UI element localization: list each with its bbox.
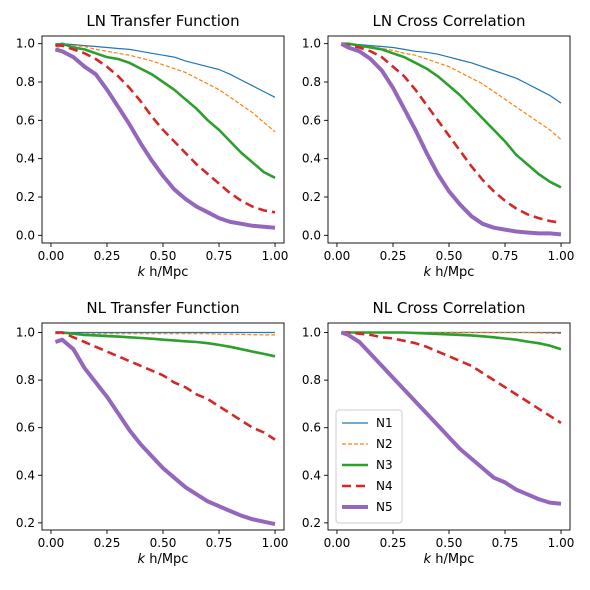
x-axis-label-unit: h/Mpc: [431, 265, 474, 280]
legend: N1 N2 N3 N4 N5: [335, 409, 403, 524]
series-line-n5: [340, 41, 562, 237]
x-tick-label: 0.00: [324, 536, 351, 550]
y-tick-label: 0.6: [302, 113, 321, 127]
y-tick-label: 0.8: [16, 75, 35, 89]
x-axis-label: k h/Mpc: [138, 265, 189, 280]
y-tick-label: 0.6: [16, 421, 35, 435]
legend-label: N1: [376, 416, 393, 430]
y-tick-label: 0.4: [302, 468, 321, 482]
y-tick-label: 0.4: [16, 468, 35, 482]
legend-label: N3: [376, 458, 393, 472]
x-tick-label: 0.75: [206, 249, 233, 263]
x-tick-label: 0.00: [38, 536, 65, 550]
x-axis-label-unit: h/Mpc: [145, 552, 188, 567]
series-line-n3: [55, 331, 276, 358]
x-axis-label-unit: h/Mpc: [431, 552, 474, 567]
x-tick-label: 0.25: [94, 536, 121, 550]
x-tick-label: 1.00: [262, 536, 289, 550]
x-axis-label: k h/Mpc: [424, 552, 475, 567]
y-tick-label: 1.0: [16, 37, 35, 51]
x-axis-label-variable: k: [138, 552, 146, 567]
series-line-n2: [55, 44, 276, 133]
x-axis-label-unit: h/Mpc: [145, 265, 188, 280]
y-tick-label: 0.0: [302, 228, 321, 242]
y-tick-label: 0.8: [302, 373, 321, 387]
y-tick-label: 0.4: [302, 152, 321, 166]
series-line-n5: [54, 337, 276, 527]
y-tick-label: 0.8: [302, 75, 321, 89]
y-tick-label: 1.0: [16, 326, 35, 340]
x-tick-label: 0.25: [380, 249, 407, 263]
series-line-n3: [341, 42, 562, 189]
legend-label: N5: [376, 500, 393, 514]
series-line-n5: [54, 47, 276, 230]
x-tick-label: 0.50: [150, 249, 177, 263]
series-line-n3: [55, 42, 276, 179]
series-line-n4: [341, 331, 562, 424]
legend-label: N4: [376, 479, 393, 493]
plot-frame: [41, 35, 285, 244]
chart-title: LN Transfer Function: [86, 12, 239, 30]
x-tick-label: 1.00: [548, 249, 575, 263]
legend-label: N2: [376, 437, 393, 451]
x-tick-label: 0.75: [206, 536, 233, 550]
y-tick-label: 0.8: [16, 373, 35, 387]
series-line-n1: [341, 43, 562, 104]
x-axis-label: k h/Mpc: [424, 265, 475, 280]
y-tick-label: 0.2: [16, 190, 35, 204]
y-tick-label: 0.2: [302, 516, 321, 530]
x-axis-label-variable: k: [138, 265, 146, 280]
chart-title: NL Transfer Function: [86, 299, 239, 317]
y-tick-label: 0.6: [302, 421, 321, 435]
x-tick-label: 0.25: [380, 536, 407, 550]
series-line-n4: [55, 331, 276, 441]
y-tick-label: 0.0: [16, 228, 35, 242]
x-tick-label: 0.75: [492, 536, 519, 550]
y-tick-label: 0.2: [16, 516, 35, 530]
x-tick-label: 0.50: [436, 249, 463, 263]
series-line-n2: [55, 333, 275, 336]
x-tick-label: 0.25: [94, 249, 121, 263]
x-tick-label: 0.50: [436, 536, 463, 550]
x-tick-label: 0.75: [492, 249, 519, 263]
x-tick-label: 1.00: [548, 536, 575, 550]
y-tick-label: 1.0: [302, 37, 321, 51]
x-axis-label: k h/Mpc: [138, 552, 189, 567]
chart-title: NL Cross Correlation: [373, 299, 526, 317]
series-line-n3: [341, 331, 562, 351]
x-tick-label: 1.00: [262, 249, 289, 263]
y-tick-label: 1.0: [302, 326, 321, 340]
x-tick-label: 0.00: [324, 249, 351, 263]
legend-box: [335, 409, 403, 524]
x-tick-label: 0.00: [38, 249, 65, 263]
chart-title: LN Cross Correlation: [373, 12, 526, 30]
x-tick-label: 0.50: [150, 536, 177, 550]
x-axis-label-variable: k: [424, 265, 432, 280]
series-line-n4: [55, 44, 276, 214]
series-line-n5: [340, 330, 562, 506]
series-line-n4: [341, 42, 562, 225]
y-tick-label: 0.4: [16, 152, 35, 166]
y-tick-label: 0.2: [302, 190, 321, 204]
series-line-n1: [55, 43, 276, 98]
y-tick-label: 0.6: [16, 113, 35, 127]
x-axis-label-variable: k: [424, 552, 432, 567]
